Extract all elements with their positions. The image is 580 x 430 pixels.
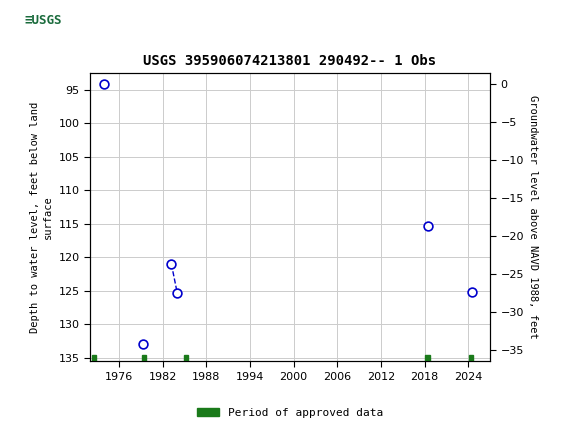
Y-axis label: Groundwater level above NAVD 1988, feet: Groundwater level above NAVD 1988, feet	[528, 95, 538, 339]
Bar	[142, 355, 146, 361]
FancyBboxPatch shape	[6, 4, 81, 37]
Y-axis label: Depth to water level, feet below land
surface: Depth to water level, feet below land su…	[30, 101, 53, 333]
Point	[100, 80, 109, 87]
Bar	[92, 355, 96, 361]
Legend: Period of approved data: Period of approved data	[193, 403, 387, 422]
Bar	[469, 355, 473, 361]
Point	[467, 288, 477, 295]
Text: ≡USGS: ≡USGS	[25, 14, 62, 27]
Point	[139, 341, 148, 348]
Bar	[425, 355, 430, 361]
Point	[167, 261, 176, 267]
Title: USGS 395906074213801 290492-- 1 Obs: USGS 395906074213801 290492-- 1 Obs	[143, 54, 437, 68]
Bar	[184, 355, 188, 361]
Point	[423, 222, 433, 229]
Point	[173, 289, 182, 296]
